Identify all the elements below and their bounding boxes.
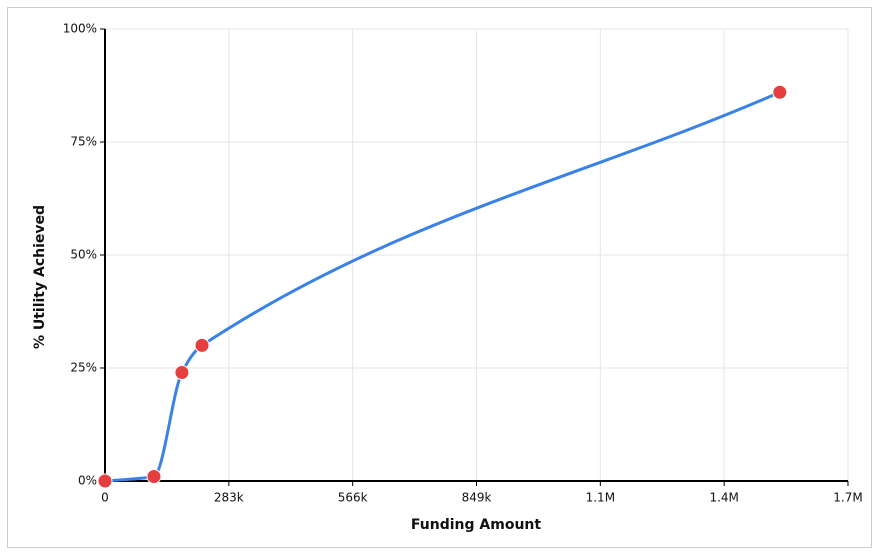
point bbox=[146, 468, 162, 484]
x-tick-label: 283k bbox=[214, 491, 244, 505]
x-tick-label: 0 bbox=[101, 491, 109, 505]
y-axis-title: % Utility Achieved bbox=[32, 205, 48, 349]
x-tick-label: 566k bbox=[338, 491, 368, 505]
point bbox=[772, 84, 788, 100]
y-tick-label: 75% bbox=[70, 135, 97, 149]
point bbox=[194, 337, 210, 353]
x-tick-label: 1.4M bbox=[709, 491, 738, 505]
x-tick-label: 1.1M bbox=[586, 491, 615, 505]
y-tick-label: 100% bbox=[63, 22, 97, 36]
x-tick-label: 1.7M bbox=[833, 491, 862, 505]
x-tick-label: 849k bbox=[462, 491, 492, 505]
x-axis-title: Funding Amount bbox=[411, 517, 541, 533]
point bbox=[97, 473, 113, 489]
y-tick-label: 0% bbox=[78, 474, 97, 488]
chart-frame bbox=[7, 7, 872, 548]
y-tick-label: 25% bbox=[70, 361, 97, 375]
point bbox=[174, 365, 190, 381]
y-tick-label: 50% bbox=[70, 248, 97, 262]
